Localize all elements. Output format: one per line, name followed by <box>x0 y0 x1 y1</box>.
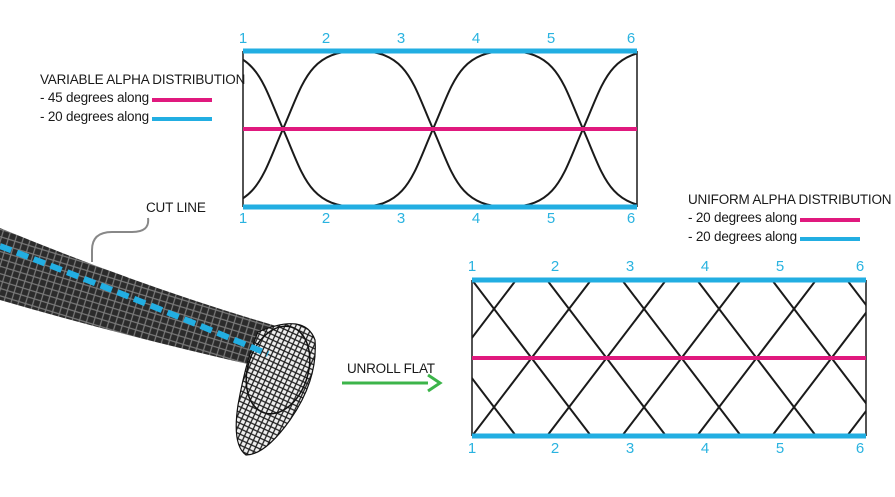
uniform-top-tick: 5 <box>776 258 784 275</box>
cut-line-label: CUT LINE <box>146 200 206 215</box>
uniform-legend-label-2: - 20 degrees along <box>688 229 797 244</box>
variable-top-tick: 1 <box>239 30 247 47</box>
variable-legend-swatch-1 <box>152 98 212 102</box>
uniform-top-tick: 6 <box>856 258 864 275</box>
variable-bottom-tick: 3 <box>397 210 405 227</box>
variable-bottom-tick: 6 <box>627 210 635 227</box>
variable-top-tick: 6 <box>627 30 635 47</box>
uniform-top-tick: 2 <box>551 258 559 275</box>
cut-line-leader <box>92 218 148 262</box>
variable-bottom-tick: 4 <box>472 210 480 227</box>
variable-legend-label-2: - 20 degrees along <box>40 109 149 124</box>
uniform-braid-strand-up <box>322 280 441 436</box>
uniform-braid-strand-down <box>322 280 441 436</box>
uniform-bottom-tick: 5 <box>776 440 784 457</box>
uniform-top-tick: 1 <box>468 258 476 275</box>
variable-top-tick: 3 <box>397 30 405 47</box>
variable-legend-label-1: - 45 degrees along <box>40 90 149 105</box>
uniform-legend-swatch-2 <box>800 237 860 241</box>
uniform-legend-label-1: - 20 degrees along <box>688 210 797 225</box>
uniform-bottom-tick: 4 <box>701 440 709 457</box>
uniform-top-tick: 4 <box>701 258 709 275</box>
unroll-flat-label: UNROLL FLAT <box>347 361 435 376</box>
variable-alpha-title: VARIABLE ALPHA DISTRIBUTION <box>40 72 245 87</box>
uniform-legend-swatch-1 <box>800 218 860 222</box>
unroll-arrow <box>342 375 440 391</box>
uniform-alpha-title: UNIFORM ALPHA DISTRIBUTION <box>688 192 891 207</box>
variable-top-tick: 4 <box>472 30 480 47</box>
uniform-bottom-tick: 3 <box>626 440 634 457</box>
braided-sleeve-illustration <box>0 228 320 455</box>
variable-bottom-tick: 1 <box>239 210 247 227</box>
uniform-bottom-tick: 2 <box>551 440 559 457</box>
variable-bottom-tick: 5 <box>547 210 555 227</box>
variable-bottom-tick: 2 <box>322 210 330 227</box>
uniform-top-tick: 3 <box>626 258 634 275</box>
variable-top-tick: 5 <box>547 30 555 47</box>
uniform-bottom-tick: 1 <box>468 440 476 457</box>
uniform-bottom-tick: 6 <box>856 440 864 457</box>
variable-top-tick: 2 <box>322 30 330 47</box>
sleeve-body <box>0 228 290 368</box>
variable-legend-swatch-2 <box>152 117 212 121</box>
